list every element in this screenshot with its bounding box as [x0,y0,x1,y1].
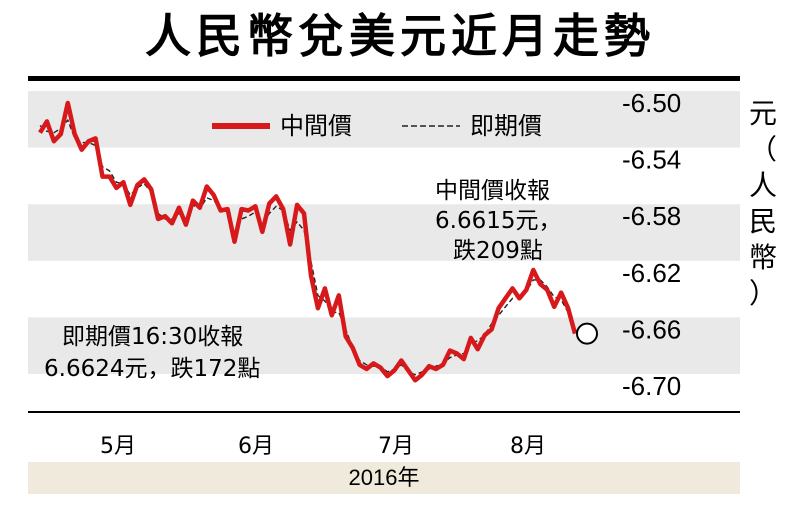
y-axis-ticks: -6.50 -6.54 -6.58 -6.62 -6.66 -6.70 [622,88,681,401]
y-tick-label: -6.58 [622,201,681,231]
chart-title: 人民幣兌美元近月走勢 [145,9,655,63]
plot-area: -6.50 -6.54 -6.58 -6.62 -6.66 -6.70 中間價 即期價 中… [28,88,740,401]
y-tick-label: -6.50 [622,88,681,118]
unit-char: 幣 [748,241,777,274]
y-tick-label: -6.54 [622,145,681,175]
bottom-rule [28,411,740,413]
annotation-central-line-2: 6.6615元， [435,208,561,234]
x-axis-year-label: 2016年 [28,462,740,494]
unit-char: 人 [748,169,777,202]
annotation-central-line-3: 跌209點 [453,238,543,264]
legend-central-label: 中間價 [280,112,352,140]
grid-bands [28,91,740,374]
top-rule [28,76,740,81]
y-tick-label: -6.66 [622,314,681,344]
unit-char: ） [748,277,777,310]
x-tick-label: 7月 [378,434,414,459]
annotation-spot-line-2: 6.6624元，跌172點 [44,356,260,382]
x-tick-label: 5月 [100,434,136,459]
legend-spot-label: 即期價 [470,112,542,140]
grid-band [28,204,740,261]
unit-char: （ [748,133,777,166]
unit-char: 元 [748,97,777,130]
y-tick-label: -6.62 [622,258,681,288]
y-tick-label: -6.70 [622,371,681,401]
series-end-marker [576,322,598,345]
legend: 中間價 即期價 [212,112,542,140]
annotation-central: 中間價收報 6.6615元， 跌209點 [435,178,561,264]
annotation-spot-line-1: 即期價16:30收報 [62,324,243,350]
annotation-central-line-1: 中間價收報 [435,178,550,204]
x-tick-label: 8月 [510,434,546,459]
unit-label: 元 （ 人 民 幣 ） [746,96,780,312]
x-tick-label: 6月 [238,434,274,459]
unit-char: 民 [748,205,777,238]
annotation-spot: 即期價16:30收報 6.6624元，跌172點 [44,324,260,382]
series-lines [38,100,598,383]
series-central-line [38,100,578,383]
grid-band [28,317,740,374]
grid-band [28,91,740,148]
